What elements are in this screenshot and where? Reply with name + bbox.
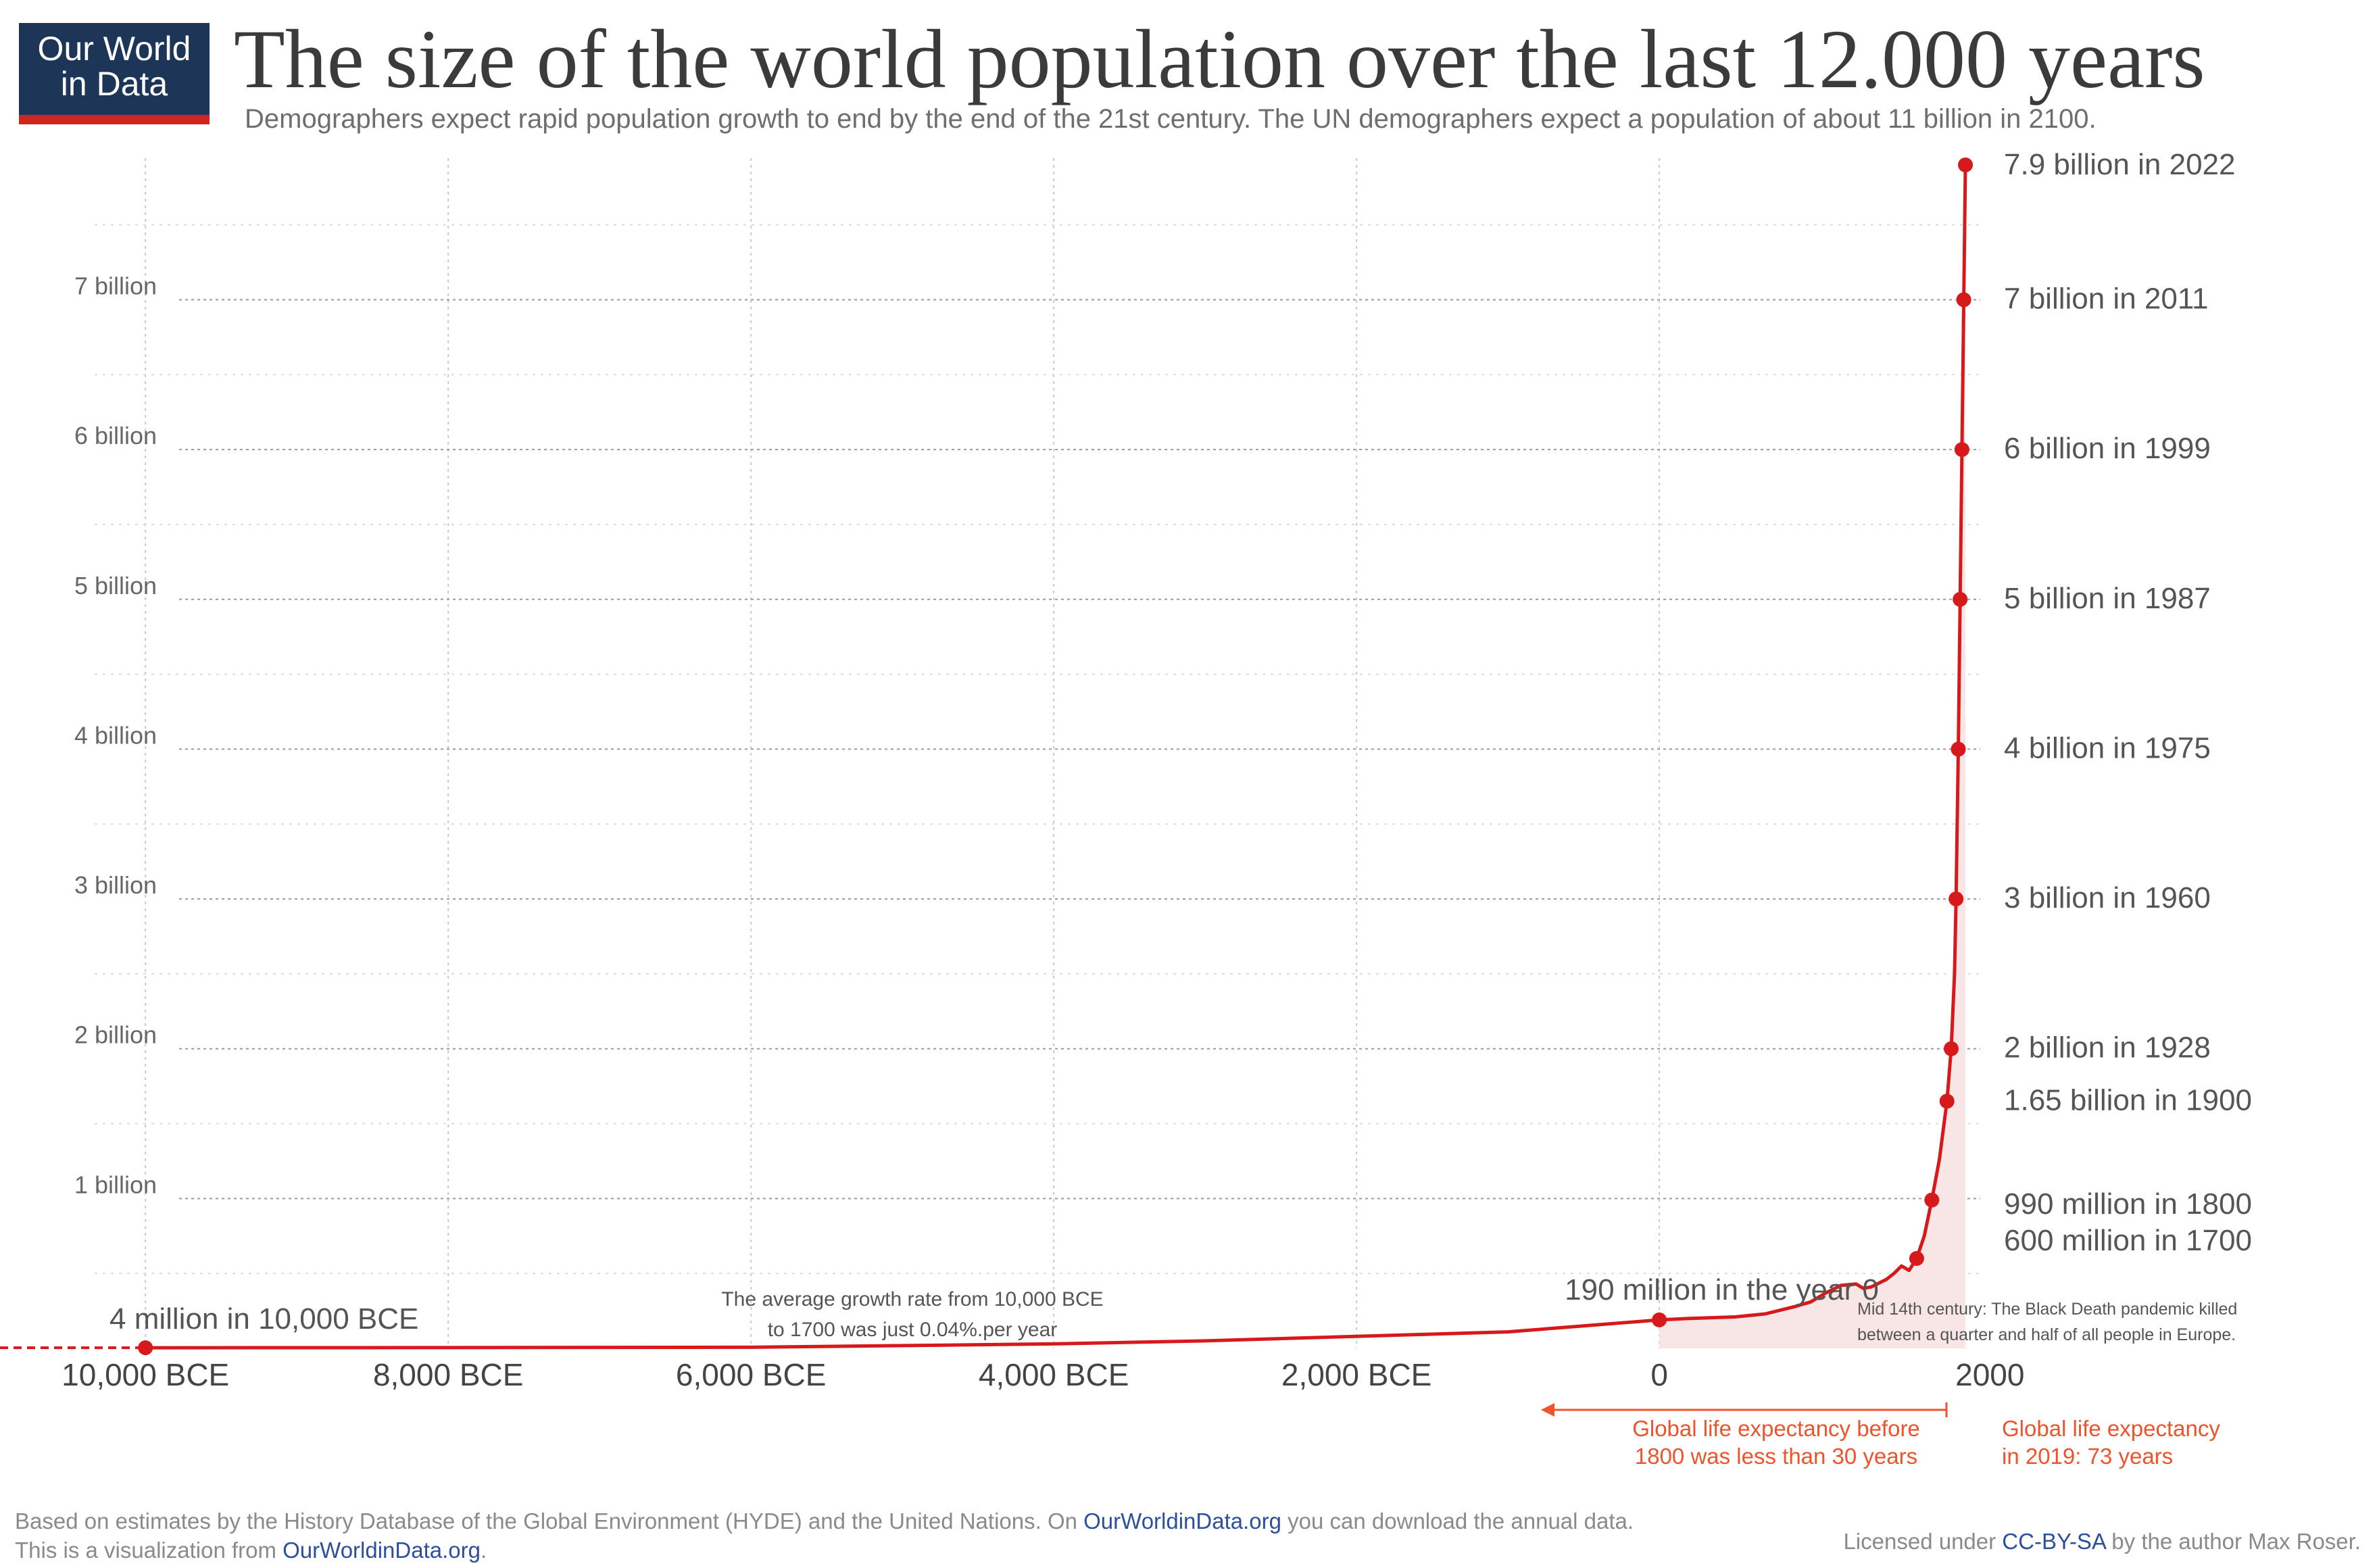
owid-link-2[interactable]: OurWorldinData.org bbox=[283, 1538, 481, 1563]
y-tick-label: 6 billion bbox=[74, 422, 157, 449]
point-label: 7 billion in 2011 bbox=[2004, 282, 2209, 315]
growth-annotation-line-1: The average growth rate from 10,000 BCE bbox=[721, 1288, 1103, 1310]
area-fill bbox=[1659, 165, 1965, 1348]
point-label: 6 billion in 1999 bbox=[2004, 432, 2211, 465]
life-expectancy-2019-line-1: Global life expectancy bbox=[2002, 1416, 2220, 1441]
data-point bbox=[1954, 442, 1969, 458]
x-tick-label: 10,000 BCE bbox=[62, 1357, 229, 1392]
point-label: 1.65 billion in 1900 bbox=[2004, 1083, 2252, 1117]
source-note: Based on estimates by the History Databa… bbox=[15, 1509, 1634, 1534]
point-label: 2 billion in 1928 bbox=[2004, 1031, 2211, 1064]
license-note: Licensed under CC-BY-SA by the author Ma… bbox=[1843, 1529, 2361, 1554]
y-tick-label: 5 billion bbox=[74, 572, 157, 599]
owid-link[interactable]: OurWorldinData.org bbox=[1083, 1509, 1281, 1534]
point-label: 3 billion in 1960 bbox=[2004, 881, 2211, 914]
visualization-note: This is a visualization from OurWorldinD… bbox=[15, 1538, 487, 1563]
y-tick-label: 4 billion bbox=[74, 721, 157, 749]
series-line bbox=[145, 164, 1967, 1350]
data-point bbox=[1652, 1312, 1667, 1327]
growth-annotation-line-2: to 1700 was just 0.04%.per year bbox=[768, 1319, 1058, 1341]
life-expectancy-before-line-2: 1800 was less than 30 years bbox=[1635, 1444, 1917, 1469]
y-tick-label: 1 billion bbox=[74, 1171, 157, 1198]
point-labels: 4 million in 10,000 BCE 190 million in th… bbox=[109, 148, 2252, 1336]
license-link[interactable]: CC-BY-SA bbox=[2002, 1529, 2106, 1554]
horizontal-gridlines bbox=[95, 224, 1980, 1275]
y-tick-label: 3 billion bbox=[74, 871, 157, 899]
chart-subtitle: Demographers expect rapid population gro… bbox=[245, 104, 2097, 134]
series-lines bbox=[0, 164, 1967, 1350]
x-tick-label: 6,000 BCE bbox=[676, 1357, 826, 1392]
point-label: 600 million in 1700 bbox=[2004, 1224, 2252, 1257]
data-points bbox=[138, 157, 1974, 1356]
black-death-annotation-line-2: between a quarter and half of all people… bbox=[1857, 1325, 2236, 1344]
y-tick-label: 2 billion bbox=[74, 1021, 157, 1049]
annotations: The average growth rate from 10,000 BCE … bbox=[721, 1288, 2237, 1469]
point-label: 990 million in 1800 bbox=[2004, 1187, 2252, 1221]
life-expectancy-arrowhead bbox=[1541, 1403, 1554, 1417]
point-label: 4 million in 10,000 BCE bbox=[109, 1302, 418, 1336]
data-point bbox=[1949, 891, 1964, 907]
point-label: 190 million in the year 0 bbox=[1565, 1273, 1879, 1306]
area-under-curve bbox=[1659, 165, 1965, 1348]
data-point bbox=[1909, 1251, 1924, 1267]
logo-line-2: in Data bbox=[60, 65, 168, 103]
data-point bbox=[1953, 591, 1968, 607]
point-label: 7.9 billion in 2022 bbox=[2004, 148, 2235, 181]
logo-line-1: Our World bbox=[37, 30, 191, 68]
data-point bbox=[1951, 741, 1966, 757]
data-point bbox=[1943, 1041, 1959, 1056]
y-tick-label: 7 billion bbox=[74, 272, 157, 299]
owid-logo[interactable]: Our World in Data bbox=[19, 23, 210, 124]
life-expectancy-2019-line-2: in 2019: 73 years bbox=[2002, 1444, 2173, 1469]
x-tick-label: 0 bbox=[1650, 1357, 1668, 1392]
y-axis-tick-labels: 1 billion 2 billion 3 billion 4 billion 5 bi… bbox=[74, 272, 157, 1198]
point-label: 5 billion in 1987 bbox=[2004, 582, 2211, 615]
x-tick-label: 4,000 BCE bbox=[979, 1357, 1129, 1392]
x-tick-label: 8,000 BCE bbox=[373, 1357, 523, 1392]
data-point bbox=[1958, 157, 1974, 172]
x-tick-label: 2000 bbox=[1955, 1357, 2024, 1392]
x-axis-tick-labels: 10,000 BCE 8,000 BCE 6,000 BCE 4,000 BCE 2,0… bbox=[62, 1357, 2024, 1392]
x-tick-label: 2,000 BCE bbox=[1281, 1357, 1431, 1392]
vertical-gridlines bbox=[145, 158, 1661, 1348]
black-death-annotation-line-1: Mid 14th century: The Black Death pandem… bbox=[1857, 1300, 2237, 1319]
life-expectancy-before-line-1: Global life expectancy before bbox=[1632, 1416, 1920, 1441]
data-point bbox=[1956, 292, 1971, 308]
point-label: 4 billion in 1975 bbox=[2004, 731, 2211, 764]
data-point bbox=[138, 1340, 153, 1356]
chart-title: The size of the world population over th… bbox=[234, 13, 2205, 105]
data-point bbox=[1924, 1192, 1940, 1208]
data-point bbox=[1939, 1094, 1955, 1109]
